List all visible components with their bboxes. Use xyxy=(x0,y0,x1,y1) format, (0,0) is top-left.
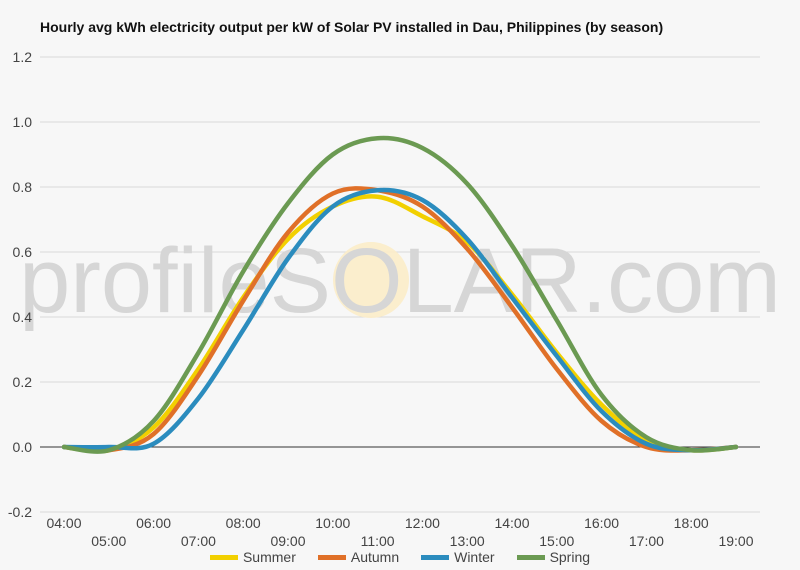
grid-lines xyxy=(40,56,760,513)
chart-legend: Summer Autumn Winter Spring xyxy=(0,549,800,565)
x-tick-label: 11:00 xyxy=(361,533,395,549)
y-tick-label: 1.2 xyxy=(13,49,33,65)
legend-swatch xyxy=(516,554,545,560)
legend-swatch xyxy=(209,554,238,560)
legend-item-summer[interactable]: Summer xyxy=(209,549,296,565)
series-line-spring xyxy=(61,135,739,454)
y-tick-label: 1.0 xyxy=(13,114,33,130)
watermark-layer: profileSOLAR.com xyxy=(19,230,781,332)
y-tick-label: 0.0 xyxy=(13,439,33,455)
x-tick-label: 05:00 xyxy=(91,533,126,549)
legend-swatch xyxy=(317,554,346,560)
series-line-autumn xyxy=(61,186,739,454)
x-tick-label: 17:00 xyxy=(629,533,664,549)
y-tick-label: 0.6 xyxy=(13,244,33,260)
x-tick-label: 13:00 xyxy=(450,533,485,549)
y-tick-label: -0.2 xyxy=(8,504,32,520)
series-line-summer xyxy=(61,194,739,454)
watermark-text: profileSOLAR.com xyxy=(19,230,781,332)
x-tick-label: 08:00 xyxy=(226,515,261,531)
x-axis-labels: 04:00 05:00 06:00 07:00 08:00 09:00 10:00 11:00… xyxy=(46,515,753,549)
x-tick-label: 07:00 xyxy=(181,533,216,549)
x-tick-label: 19:00 xyxy=(718,533,753,549)
legend-item-autumn[interactable]: Autumn xyxy=(317,549,400,565)
legend-label: Spring xyxy=(549,549,591,565)
x-tick-label: 10:00 xyxy=(315,515,350,531)
legend-label: Autumn xyxy=(350,549,400,565)
series-lines xyxy=(61,135,739,454)
legend-swatch xyxy=(421,554,450,560)
y-tick-label: 0.4 xyxy=(13,309,33,325)
x-tick-label: 12:00 xyxy=(405,515,440,531)
watermark-sun xyxy=(333,242,409,318)
legend-label: Summer xyxy=(242,549,296,565)
x-tick-label: 16:00 xyxy=(584,515,619,531)
chart-title: Hourly avg kWh electricity output per kW… xyxy=(40,19,664,35)
series-line-winter xyxy=(61,187,739,453)
legend-item-winter[interactable]: Winter xyxy=(421,549,495,565)
x-tick-label: 14:00 xyxy=(494,515,529,531)
y-axis-labels: -0.2 0.0 0.2 0.4 0.6 0.8 1.0 1.2 xyxy=(8,49,32,520)
y-tick-label: 0.8 xyxy=(13,179,33,195)
legend-item-spring[interactable]: Spring xyxy=(516,549,591,565)
x-tick-label: 15:00 xyxy=(539,533,574,549)
x-tick-label: 09:00 xyxy=(270,533,305,549)
y-tick-label: 0.2 xyxy=(13,374,33,390)
x-tick-label: 06:00 xyxy=(136,515,171,531)
x-tick-label: 04:00 xyxy=(46,515,81,531)
x-tick-label: 18:00 xyxy=(674,515,709,531)
legend-label: Winter xyxy=(454,549,495,565)
